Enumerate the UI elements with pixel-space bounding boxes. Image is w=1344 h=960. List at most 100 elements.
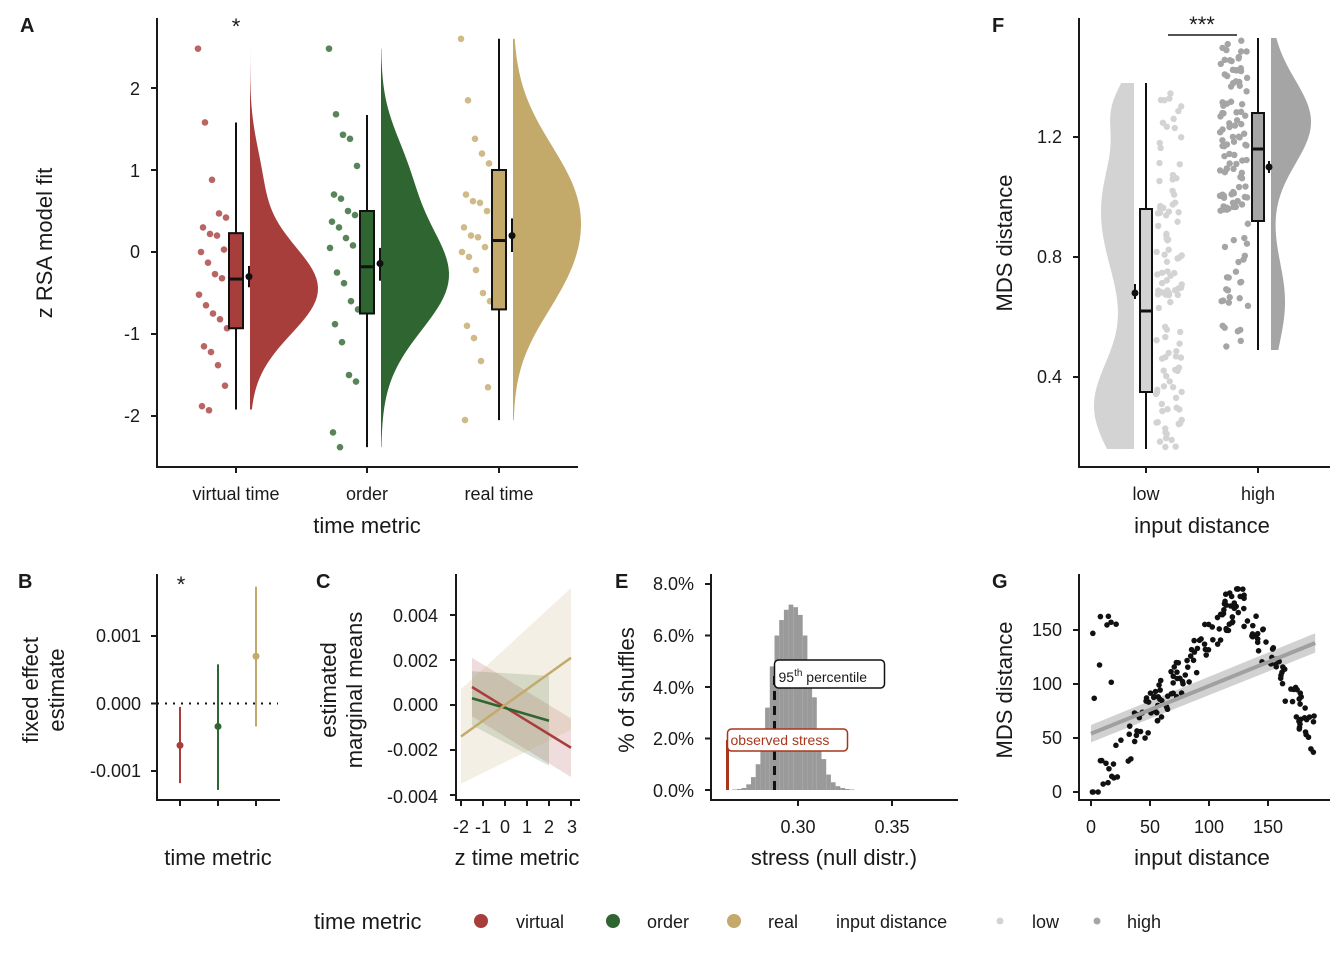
panel-g-x-title: input distance bbox=[1134, 845, 1270, 870]
panel-a-point bbox=[347, 297, 355, 305]
panel-f-point-low bbox=[1166, 95, 1173, 102]
panel-a-point bbox=[218, 274, 226, 282]
panel-a-point bbox=[478, 150, 486, 157]
panel-a-point bbox=[222, 214, 230, 221]
panel-a-xtick-order: order bbox=[346, 484, 388, 504]
panel-g-point bbox=[1128, 756, 1134, 762]
panel-label-a: A bbox=[20, 15, 34, 37]
panel-f-point-low bbox=[1159, 119, 1167, 126]
panel-g-point bbox=[1158, 714, 1165, 720]
panel-f-point-high bbox=[1216, 167, 1224, 174]
panel-e-bar bbox=[746, 784, 751, 790]
panel-f-point-high bbox=[1221, 243, 1229, 251]
panel-f-point-high bbox=[1237, 48, 1245, 55]
panel-a-point bbox=[215, 210, 223, 217]
panel-f-point-high bbox=[1240, 130, 1248, 137]
panel-g-point bbox=[1288, 686, 1294, 692]
panel-c-y-title-line1: estimated bbox=[316, 642, 341, 737]
panel-f: F 1.2 0.8 0.4 low high input distance MD… bbox=[992, 12, 1330, 538]
panel-a-point bbox=[351, 211, 359, 219]
panel-a-point bbox=[342, 234, 350, 242]
panel-g-point bbox=[1096, 662, 1103, 668]
panel-g-ytick-100: 100 bbox=[1032, 674, 1062, 694]
panel-a-point bbox=[335, 224, 343, 231]
panel-e: E 95th percentile observed stress 8.0% 6.… bbox=[614, 571, 958, 870]
panel-f-point-high bbox=[1236, 134, 1243, 141]
legend-label-real: real bbox=[768, 912, 798, 932]
legend: time metric virtual order real input dis… bbox=[314, 909, 1161, 934]
panel-f-point-high bbox=[1217, 60, 1225, 68]
panel-g-point bbox=[1237, 593, 1243, 600]
panel-a-point bbox=[339, 131, 347, 139]
panel-f-point-high bbox=[1226, 150, 1233, 158]
panel-a-x-title: time metric bbox=[313, 513, 421, 538]
panel-label-g: G bbox=[992, 571, 1008, 593]
panel-g-point bbox=[1273, 664, 1280, 670]
panel-g-point bbox=[1308, 746, 1314, 752]
panel-f-point-low bbox=[1156, 438, 1164, 445]
panel-a-point bbox=[474, 233, 482, 241]
legend-key-high bbox=[1093, 917, 1101, 925]
panel-f-point-low bbox=[1172, 366, 1179, 373]
panel-g-point bbox=[1113, 621, 1119, 628]
panel-f-point-low bbox=[1166, 378, 1173, 385]
panel-e-bar bbox=[755, 764, 761, 790]
panel-f-point-high bbox=[1227, 98, 1235, 105]
panel-a-ytick-m1: -1 bbox=[124, 324, 140, 344]
panel-e-bar bbox=[821, 759, 827, 790]
panel-g-point bbox=[1235, 609, 1242, 616]
panel-f-point-high bbox=[1232, 67, 1239, 74]
panel-a-point bbox=[326, 244, 334, 252]
panel-a-point bbox=[207, 348, 215, 356]
panel-b: B 0.001 0.000 -0.001 time metric fixed e… bbox=[18, 571, 280, 870]
panel-g-point bbox=[1260, 626, 1266, 632]
panel-f-point-high bbox=[1242, 141, 1249, 148]
panel-g-point bbox=[1179, 678, 1186, 685]
panel-f-point-high bbox=[1233, 160, 1240, 168]
panel-f-point-low bbox=[1156, 139, 1163, 147]
panel-f-point-high bbox=[1238, 120, 1245, 128]
panel-f-point-low bbox=[1175, 209, 1182, 216]
panel-f-point-low bbox=[1176, 406, 1183, 413]
panel-f-point-high bbox=[1229, 133, 1237, 141]
panel-a-point bbox=[337, 195, 345, 202]
panel-g-point bbox=[1152, 688, 1159, 695]
panel-f-point-low bbox=[1169, 383, 1177, 391]
panel-f-point-low bbox=[1163, 232, 1170, 239]
panel-g-point bbox=[1106, 765, 1112, 772]
panel-f-point-low bbox=[1165, 246, 1172, 253]
panel-f-point-high bbox=[1230, 236, 1237, 244]
panel-g-point bbox=[1221, 601, 1228, 607]
panel-f-point-low bbox=[1156, 209, 1164, 217]
panel-a-y-title: z RSA model fit bbox=[32, 168, 57, 318]
panel-a-point bbox=[205, 406, 213, 414]
panel-f-point-low bbox=[1171, 124, 1178, 132]
panel-a-point bbox=[484, 384, 492, 391]
panel-e-bar bbox=[816, 733, 822, 790]
panel-f-point-low bbox=[1167, 298, 1174, 306]
panel-f-point-low bbox=[1162, 434, 1170, 442]
panel-e-observed-box bbox=[726, 728, 849, 752]
panel-f-point-high bbox=[1232, 203, 1239, 211]
panel-f-point-low bbox=[1171, 269, 1178, 277]
panel-g-point bbox=[1097, 613, 1104, 620]
panel-a-point bbox=[195, 291, 203, 298]
panel-a-point bbox=[336, 443, 344, 451]
panel-c-line-0 bbox=[471, 685, 572, 749]
panel-e-observed-label: observed stress bbox=[731, 732, 830, 748]
panel-g-point bbox=[1217, 611, 1224, 618]
panel-f-point-low bbox=[1172, 287, 1179, 294]
panel-f-point-high bbox=[1241, 234, 1248, 242]
panel-a-point bbox=[325, 45, 333, 52]
legend-label-order: order bbox=[647, 912, 689, 932]
panel-e-y-title: % of shuffles bbox=[614, 627, 639, 753]
panel-f-point-high bbox=[1237, 337, 1244, 345]
panel-f-point-high bbox=[1240, 256, 1247, 263]
panel-g-point bbox=[1193, 669, 1200, 676]
panel-b-estimate-0 bbox=[176, 741, 184, 749]
panel-g-point bbox=[1303, 716, 1310, 723]
panel-f-point-high bbox=[1235, 183, 1243, 191]
panel-f-ytick-1-2: 1.2 bbox=[1037, 127, 1062, 147]
panel-f-xtick-high: high bbox=[1241, 484, 1275, 504]
panel-a-y-ticks: 2 1 0 -1 -2 bbox=[124, 79, 140, 426]
